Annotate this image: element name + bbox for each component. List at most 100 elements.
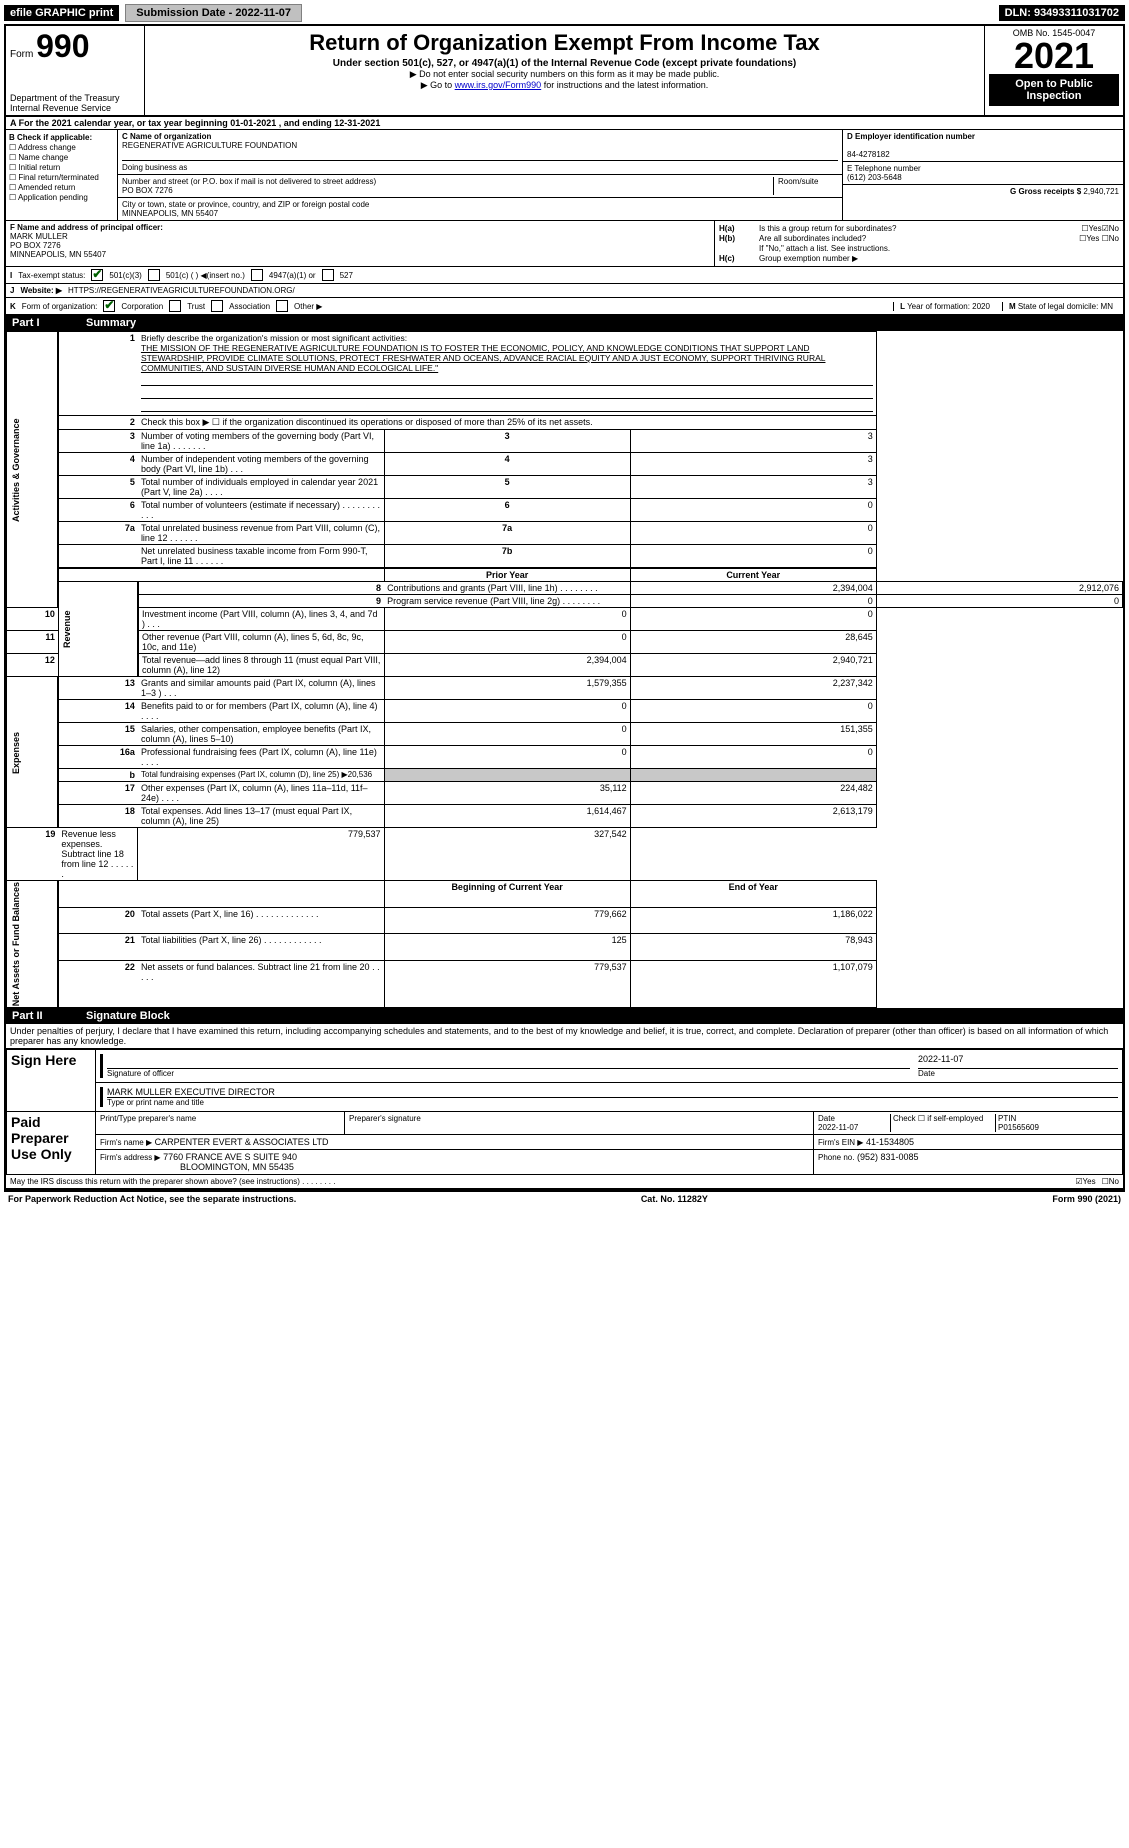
may-irs-row: May the IRS discuss this return with the… (6, 1175, 1123, 1190)
opt-501c: 501(c) ( ) ◀(insert no.) (166, 271, 245, 280)
cb-trust[interactable] (169, 300, 181, 312)
dba-label: Doing business as (122, 163, 838, 172)
form-label: Form (10, 49, 33, 60)
prep-sig-label: Preparer's signature (349, 1114, 809, 1123)
header-row: Form 990 Department of the Treasury Inte… (6, 26, 1123, 117)
officer-label: F Name and address of principal officer: (10, 223, 163, 232)
efile-label: efile GRAPHIC print (4, 5, 119, 21)
form-number: 990 (36, 28, 89, 64)
col-c-street: Number and street (or P.O. box if mail i… (118, 175, 842, 198)
cb-amended[interactable]: ☐ Amended return (9, 183, 114, 192)
type-name-label: Type or print name and title (107, 1097, 1118, 1107)
cb-assoc[interactable] (211, 300, 223, 312)
signature-table: Sign Here Signature of officer 2022-11-0… (6, 1049, 1123, 1175)
i-label: I (10, 271, 12, 280)
part1-num: Part I (12, 317, 72, 329)
col-c-name: C Name of organization REGENERATIVE AGRI… (118, 130, 842, 175)
irs-link[interactable]: www.irs.gov/Form990 (455, 80, 542, 90)
efile-bar: efile GRAPHIC print Submission Date - 20… (4, 4, 1125, 22)
cb-527[interactable] (322, 269, 334, 281)
dept-label: Department of the Treasury (10, 93, 140, 103)
check-b-label: B Check if applicable: (9, 133, 92, 142)
section-fh: F Name and address of principal officer:… (6, 221, 1123, 267)
m-text: State of legal domicile: MN (1018, 302, 1113, 311)
firm-addr2: BLOOMINGTON, MN 55435 (180, 1162, 294, 1172)
summary-table: Activities & Governance 1 Briefly descri… (6, 331, 1123, 1008)
officer-addr2: MINNEAPOLIS, MN 55407 (10, 250, 106, 259)
cb-final[interactable]: ☐ Final return/terminated (9, 173, 114, 182)
k-other: Other ▶ (294, 302, 322, 311)
side-netassets: Net Assets or Fund Balances (7, 881, 59, 1008)
firm-name-label: Firm's name ▶ (100, 1138, 152, 1147)
k-corp: Corporation (121, 302, 163, 311)
tax-year: 2021 (989, 38, 1119, 74)
prep-name-label: Print/Type preparer's name (100, 1114, 340, 1123)
hb-note: If "No," attach a list. See instructions… (759, 244, 1119, 253)
opt-501c3: 501(c)(3) (109, 271, 141, 280)
col-begin: Beginning of Current Year (384, 881, 630, 908)
col-h: H(a) Is this a group return for subordin… (715, 221, 1123, 266)
opt-4947: 4947(a)(1) or (269, 271, 316, 280)
may-yes[interactable]: ☑Yes (1075, 1177, 1095, 1186)
city-label: City or town, state or province, country… (122, 200, 838, 209)
k-label: K (10, 302, 16, 311)
prep-date: 2022-11-07 (818, 1123, 858, 1132)
i-text: Tax-exempt status: (18, 271, 85, 280)
q1-text: Briefly describe the organization's miss… (141, 333, 407, 343)
m-label: M (1009, 302, 1016, 311)
note2-post: for instructions and the latest informat… (541, 80, 708, 90)
may-irs-text: May the IRS discuss this return with the… (10, 1177, 335, 1186)
may-no[interactable]: ☐No (1102, 1177, 1119, 1186)
table-row: 5Total number of individuals employed in… (7, 476, 1123, 499)
cb-corp[interactable] (103, 300, 115, 312)
officer-name: MARK MULLER (10, 232, 68, 241)
header-left: Form 990 Department of the Treasury Inte… (6, 26, 145, 115)
section-bcd: B Check if applicable: ☐ Address change … (6, 130, 1123, 221)
q1-num: 1 (130, 333, 135, 343)
j-label: J (10, 286, 14, 295)
col-d: D Employer identification number 84-4278… (842, 130, 1123, 220)
side-expenses: Expenses (7, 677, 59, 828)
hb-label: H(b) (719, 234, 759, 243)
phone-value: (612) 203-5648 (847, 173, 902, 182)
paid-preparer-label: Paid Preparer Use Only (7, 1112, 96, 1175)
cb-4947[interactable] (251, 269, 263, 281)
side-revenue: Revenue (58, 582, 138, 677)
part2-num: Part II (12, 1010, 72, 1022)
form-container: Form 990 Department of the Treasury Inte… (4, 24, 1125, 1192)
form-subtitle: Under section 501(c), 527, or 4947(a)(1)… (149, 58, 980, 69)
org-name: REGENERATIVE AGRICULTURE FOUNDATION (122, 141, 838, 150)
cb-501c[interactable] (148, 269, 160, 281)
firm-addr1: 7760 FRANCE AVE S SUITE 940 (163, 1152, 297, 1162)
ha-no[interactable]: ☑No (1102, 224, 1119, 233)
cb-other[interactable] (276, 300, 288, 312)
col-current: Current Year (630, 568, 876, 582)
cb-pending[interactable]: ☐ Application pending (9, 193, 114, 202)
cb-initial[interactable]: ☐ Initial return (9, 163, 114, 172)
line-i: I Tax-exempt status: 501(c)(3) 501(c) ( … (6, 267, 1123, 284)
sig-officer-label: Signature of officer (107, 1069, 910, 1078)
ptin-label: PTIN (998, 1114, 1016, 1123)
firm-name: CARPENTER EVERT & ASSOCIATES LTD (155, 1137, 329, 1147)
table-row: Net unrelated business taxable income fr… (7, 545, 1123, 569)
submission-date-button[interactable]: Submission Date - 2022-11-07 (125, 4, 302, 22)
cb-501c3[interactable] (91, 269, 103, 281)
col-c-city: City or town, state or province, country… (118, 198, 842, 220)
line-k: K Form of organization: Corporation Trus… (6, 298, 1123, 315)
hc-text: Group exemption number ▶ (759, 254, 1119, 263)
gross-value: 2,940,721 (1083, 187, 1119, 196)
ein-value: 84-4278182 (847, 150, 890, 159)
ha-yes[interactable]: ☐Yes (1081, 224, 1101, 233)
website-url: HTTPS://REGENERATIVEAGRICULTUREFOUNDATIO… (68, 286, 295, 295)
officer-addr1: PO BOX 7276 (10, 241, 61, 250)
hb-yn[interactable]: ☐Yes ☐No (1079, 234, 1119, 243)
col-c: C Name of organization REGENERATIVE AGRI… (118, 130, 842, 220)
prep-date-label: Date (818, 1114, 835, 1123)
check-self[interactable]: Check ☐ if self-employed (891, 1114, 996, 1132)
cb-address[interactable]: ☐ Address change (9, 143, 114, 152)
ein-label: D Employer identification number (847, 132, 975, 141)
header-mid: Return of Organization Exempt From Incom… (145, 26, 984, 115)
phone-label: E Telephone number (847, 164, 921, 173)
cb-name[interactable]: ☐ Name change (9, 153, 114, 162)
footer-left: For Paperwork Reduction Act Notice, see … (8, 1194, 296, 1204)
